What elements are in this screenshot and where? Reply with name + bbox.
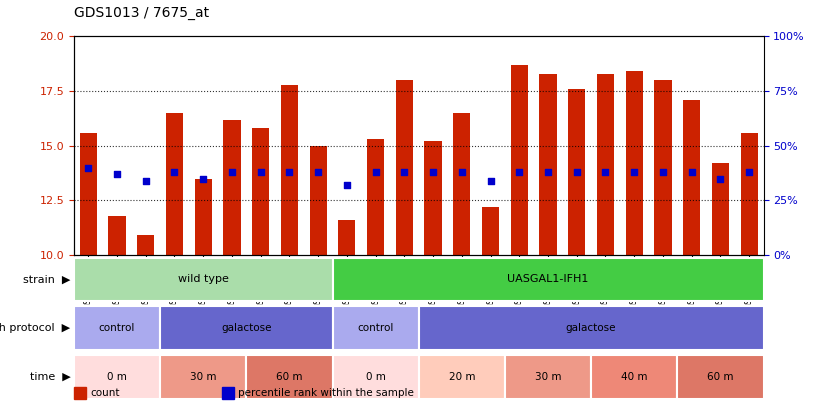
FancyBboxPatch shape: [74, 355, 160, 399]
Bar: [338, 220, 355, 255]
Text: wild type: wild type: [178, 275, 228, 284]
Text: UASGAL1-IFH1: UASGAL1-IFH1: [507, 275, 589, 284]
Point: [110, 171, 123, 177]
Point: [657, 169, 670, 175]
Text: 60 m: 60 m: [707, 372, 734, 382]
Point: [398, 169, 411, 175]
Bar: [683, 100, 700, 255]
Text: control: control: [99, 323, 135, 333]
Point: [455, 169, 468, 175]
Text: growth protocol  ▶: growth protocol ▶: [0, 323, 71, 333]
Point: [743, 169, 756, 175]
FancyBboxPatch shape: [160, 355, 246, 399]
Bar: [626, 71, 643, 255]
Text: count: count: [90, 388, 120, 398]
Bar: [367, 139, 384, 255]
Bar: [310, 146, 327, 255]
Text: 30 m: 30 m: [190, 372, 217, 382]
Bar: [166, 113, 183, 255]
Bar: [511, 65, 528, 255]
Point: [542, 169, 555, 175]
FancyBboxPatch shape: [677, 355, 764, 399]
Text: galactose: galactose: [566, 323, 617, 333]
Point: [714, 175, 727, 182]
Point: [571, 169, 584, 175]
FancyBboxPatch shape: [160, 306, 333, 350]
Point: [628, 169, 641, 175]
Text: GDS1013 / 7675_at: GDS1013 / 7675_at: [74, 6, 209, 20]
Bar: [137, 235, 154, 255]
Point: [484, 177, 498, 184]
Bar: [482, 207, 499, 255]
Bar: [80, 133, 97, 255]
FancyBboxPatch shape: [419, 355, 505, 399]
Bar: [108, 216, 126, 255]
Text: 20 m: 20 m: [448, 372, 475, 382]
Bar: [396, 80, 413, 255]
Bar: [539, 74, 557, 255]
FancyBboxPatch shape: [505, 355, 591, 399]
Bar: [741, 133, 758, 255]
Text: control: control: [357, 323, 394, 333]
Bar: [281, 85, 298, 255]
Point: [197, 175, 210, 182]
FancyBboxPatch shape: [591, 355, 677, 399]
Point: [312, 169, 325, 175]
Point: [686, 169, 699, 175]
Bar: [654, 80, 672, 255]
Point: [82, 164, 94, 171]
Bar: [223, 119, 241, 255]
Text: time  ▶: time ▶: [30, 372, 71, 382]
Point: [282, 169, 296, 175]
Text: 40 m: 40 m: [621, 372, 648, 382]
Text: 60 m: 60 m: [276, 372, 303, 382]
Point: [168, 169, 181, 175]
Text: 30 m: 30 m: [534, 372, 562, 382]
FancyBboxPatch shape: [246, 355, 333, 399]
Bar: [195, 179, 212, 255]
Bar: [568, 89, 585, 255]
Point: [255, 169, 268, 175]
Bar: [712, 163, 729, 255]
Point: [369, 169, 383, 175]
Bar: [597, 74, 614, 255]
Point: [140, 177, 153, 184]
FancyBboxPatch shape: [74, 258, 333, 301]
FancyBboxPatch shape: [333, 258, 764, 301]
Text: 0 m: 0 m: [365, 372, 386, 382]
Bar: [453, 113, 470, 255]
Point: [427, 169, 440, 175]
Point: [599, 169, 612, 175]
Text: strain  ▶: strain ▶: [23, 275, 71, 284]
FancyBboxPatch shape: [74, 306, 160, 350]
Text: percentile rank within the sample: percentile rank within the sample: [238, 388, 414, 398]
Bar: [252, 128, 269, 255]
FancyBboxPatch shape: [333, 355, 419, 399]
Text: galactose: galactose: [221, 323, 272, 333]
Point: [513, 169, 526, 175]
Point: [226, 169, 239, 175]
Point: [341, 182, 354, 188]
Bar: [424, 141, 442, 255]
FancyBboxPatch shape: [333, 306, 419, 350]
FancyBboxPatch shape: [419, 306, 764, 350]
Text: 0 m: 0 m: [107, 372, 127, 382]
